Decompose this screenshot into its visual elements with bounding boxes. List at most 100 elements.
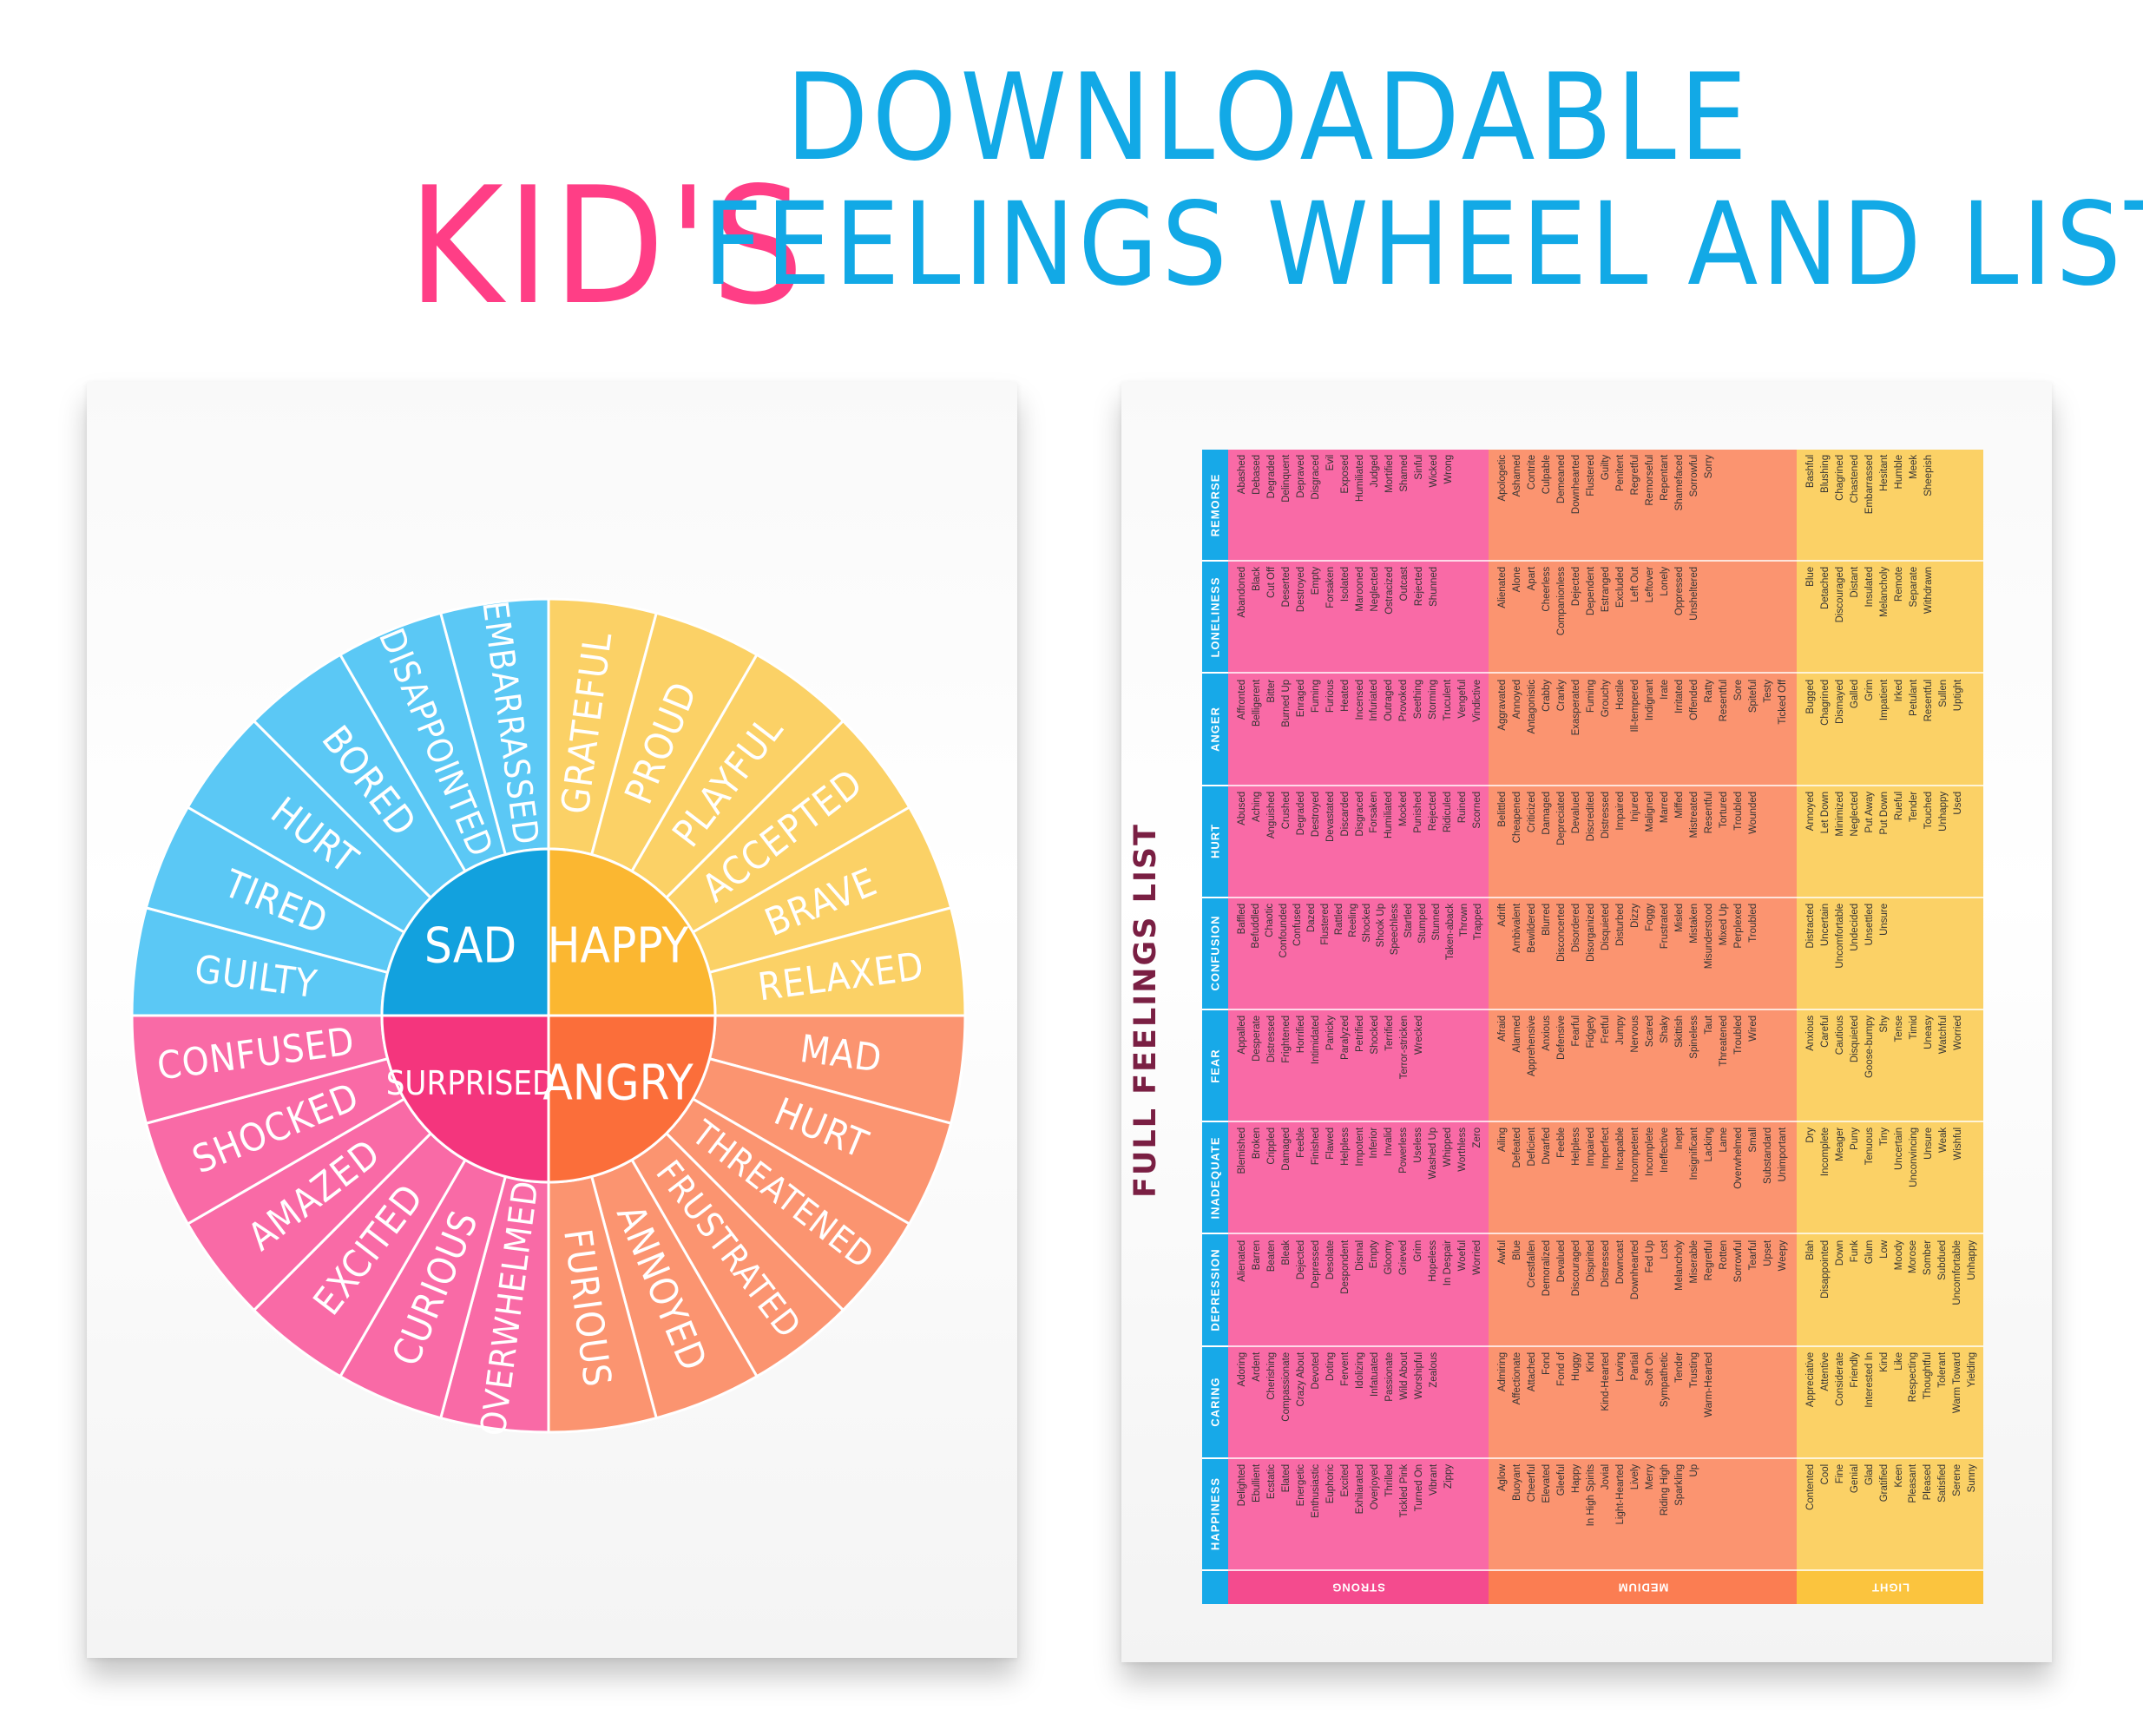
feeling-word: Wicked [1429, 455, 1439, 488]
feeling-word: Low [1878, 1240, 1890, 1259]
feeling-word: Helpless [1571, 1128, 1581, 1167]
feeling-word: Fuming [1310, 679, 1321, 713]
feeling-word: Blue [1805, 567, 1816, 588]
feeling-word: Blushing [1820, 455, 1831, 494]
category-label: HURT [1208, 824, 1222, 859]
category-label: CONFUSION [1208, 915, 1222, 991]
feeling-word: Ineffective [1660, 1128, 1670, 1174]
feeling-word: Vindictive [1472, 679, 1482, 722]
feeling-word: Taut [1704, 1016, 1714, 1035]
feeling-word: Lost [1660, 1240, 1670, 1259]
feeling-word: Cautious [1835, 1016, 1845, 1055]
feeling-word: Fearful [1571, 1016, 1581, 1047]
feeling-word: Imperfect [1601, 1128, 1611, 1170]
feeling-word: Shy [1879, 1016, 1890, 1033]
feeling-word: Criticized [1527, 791, 1537, 832]
feeling-word: Abandoned [1237, 567, 1247, 619]
feeling-word: Grim [1864, 679, 1875, 701]
feeling-word: Thrown [1459, 903, 1469, 937]
feeling-word: Elevated [1542, 1463, 1552, 1503]
feeling-word: Neglected [1850, 791, 1860, 837]
feeling-word: Uncomfortable [1835, 903, 1845, 969]
feeling-word: Grim [1413, 1240, 1424, 1262]
feeling-word: Jumpy [1615, 1016, 1626, 1045]
column-strong: Abashed Debased Degraded Delinquent Depraved… [1228, 450, 1489, 1604]
feeling-word: Impaired [1615, 791, 1626, 831]
feeling-word: Incompetent [1630, 1128, 1640, 1183]
feeling-word: Humiliated [1384, 791, 1395, 838]
feeling-word: Weak [1938, 1128, 1949, 1154]
cell-anger-light: Bugged Chagrined Dismayed Galled Grim Impatie… [1797, 674, 1983, 786]
cell-hurt-light: Annoyed Let Down Minimized Neglected Put Awa… [1797, 786, 1983, 898]
feeling-word: Genial [1849, 1463, 1860, 1494]
feeling-word: Outraged [1384, 679, 1395, 721]
feeling-word: Black [1252, 567, 1262, 592]
feeling-word: Fond of [1556, 1351, 1567, 1386]
feeling-word: Insulated [1864, 567, 1875, 608]
feeling-word: Irritated [1674, 679, 1685, 713]
feeling-word: Bugged [1805, 679, 1816, 714]
feeling-word: Shunned [1429, 567, 1439, 608]
feeling-word: Resentful [1719, 679, 1729, 721]
cell-inadequate-light: Dry Incomplete Meager Puny Tenuous Tiny Uncert… [1797, 1122, 1983, 1235]
feeling-word: Overwhelmed [1733, 1128, 1744, 1190]
cell-hurt-medium: Belittled Cheapened Criticized Damaged Depre… [1489, 786, 1797, 898]
feeling-word: Blue [1512, 1240, 1522, 1260]
feeling-word: Distant [1850, 567, 1860, 598]
feeling-word: Distracted [1805, 903, 1816, 949]
feeling-word: Substandard [1763, 1128, 1773, 1185]
cell-happiness-strong: Delighted Ebullient Ecstatic Elated Energeti… [1228, 1459, 1489, 1571]
feeling-word: Shamefaced [1674, 455, 1685, 511]
feeling-word: Petrified [1355, 1016, 1365, 1053]
feeling-word: Discouraged [1571, 1240, 1581, 1296]
cell-happiness-medium: Aglow Buoyant Cheerful Elevated Gleeful Happy… [1489, 1459, 1797, 1571]
feeling-word: Hesitant [1879, 455, 1890, 492]
feeling-word: Devastated [1325, 791, 1336, 842]
feeling-word: Passionate [1384, 1351, 1395, 1402]
feeling-word: Demoralized [1542, 1240, 1552, 1296]
feeling-word: Grouchy [1601, 679, 1611, 717]
feeling-word: Stunned [1431, 903, 1442, 941]
feeling-word: Companionless [1556, 567, 1567, 636]
feeling-word: Scared [1645, 1016, 1655, 1048]
feeling-word: Huggy [1571, 1351, 1581, 1381]
feeling-word: Delighted [1237, 1463, 1247, 1507]
feeling-word: Exposed [1340, 455, 1351, 494]
category-hurt: HURT [1202, 786, 1228, 898]
feeling-word: Wounded [1748, 791, 1758, 834]
feeling-word: Frightened [1281, 1016, 1292, 1063]
feeling-word: Tearful [1748, 1240, 1758, 1270]
feeling-word: Estranged [1601, 567, 1611, 613]
feeling-word: Cut Off [1266, 567, 1277, 599]
feeling-word: Shocked [1370, 1016, 1380, 1055]
feeling-word: Flawed [1325, 1128, 1336, 1161]
feeling-word: Small [1748, 1128, 1758, 1153]
feeling-word: Zippy [1443, 1463, 1454, 1489]
feeling-word: Wired [1748, 1016, 1758, 1042]
grid-corner [1202, 1571, 1228, 1604]
cell-inadequate-strong: Blemished Broken Crippled Damaged Feeble Fini… [1228, 1122, 1489, 1235]
feeling-word: Beaten [1265, 1240, 1277, 1272]
category-label: DEPRESSION [1208, 1248, 1222, 1332]
feeling-word: Infuriated [1369, 679, 1380, 721]
feeling-word: Ailing [1497, 1128, 1508, 1153]
category-inadequate: INADEQUATE [1202, 1122, 1228, 1235]
feeling-word: Used [1953, 791, 1963, 815]
feeling-word: Alone [1512, 567, 1522, 593]
feeling-word: Cheapened [1512, 791, 1522, 844]
cell-depression-strong: Alienated Barren Beaten Bleak Dejected Depres… [1228, 1234, 1489, 1347]
feeling-word: Vibrant [1429, 1463, 1439, 1496]
feeling-word: Lacking [1704, 1128, 1714, 1162]
feeling-word: Cheerful [1527, 1463, 1537, 1503]
feeling-word: Lame [1719, 1128, 1729, 1153]
cell-loneliness-strong: Abandoned Black Cut Off Deserted Destroyed Em… [1228, 562, 1489, 674]
feeling-word: Glad [1864, 1463, 1875, 1486]
feeling-word: Appalled [1237, 1016, 1247, 1055]
category-label: CARING [1208, 1377, 1222, 1427]
column-medium: Apologetic Ashamed Contrite Culpable Demeane… [1489, 450, 1797, 1604]
wheel-core-label-surprised: SURPRISED [386, 1064, 555, 1102]
feeling-word: Heated [1339, 679, 1351, 712]
feeling-word: Compassionate [1281, 1351, 1292, 1422]
feeling-word: Truculent [1443, 679, 1454, 720]
